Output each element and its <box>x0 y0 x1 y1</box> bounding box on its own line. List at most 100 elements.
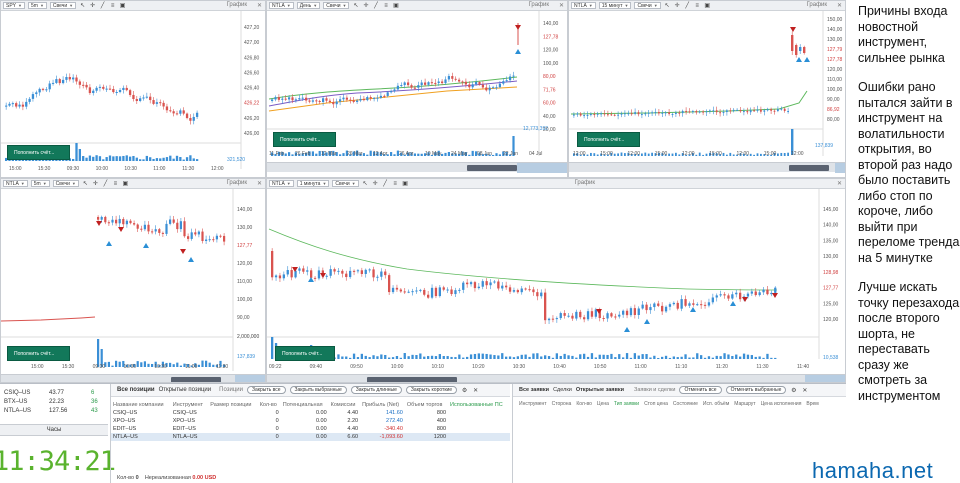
col-header[interactable]: Врем <box>806 401 819 407</box>
col-header[interactable]: Стоп цена <box>644 401 668 407</box>
symbol-field[interactable]: NTLA ▼ <box>269 2 294 9</box>
interval-select[interactable]: 5m ▼ <box>27 2 47 9</box>
interval-select[interactable]: 5m ▼ <box>30 180 50 187</box>
watchlist-row[interactable]: BTX–US 22.23 36 <box>0 397 108 406</box>
symbol-field[interactable]: SPY ▼ <box>3 2 25 9</box>
deposit-button[interactable]: Пополнить счёт... <box>7 346 70 361</box>
chart-style-select[interactable]: Свечи ▼ <box>634 2 661 9</box>
line-tool-icon[interactable]: ╱ <box>685 3 689 9</box>
fib-tool-icon[interactable]: ≡ <box>393 180 397 187</box>
time-scrollbar[interactable] <box>267 162 567 173</box>
watchlist-row[interactable]: CSIQ–US 43.77 6 <box>0 388 108 397</box>
cancel-all-button[interactable]: Отменить все <box>679 386 722 394</box>
close-icon[interactable]: ✕ <box>256 3 262 9</box>
line-tool-icon[interactable]: ╱ <box>100 3 105 9</box>
table-row[interactable]: NTLA–US NTLA–US 0 0.00 6.60 -1,093.60 1200 <box>111 433 510 441</box>
crosshair-icon[interactable]: ✛ <box>92 181 98 187</box>
chart-style-select[interactable]: Свечи ▼ <box>323 2 350 9</box>
col-header[interactable]: Прибыль (Net) <box>362 402 400 408</box>
close-icon[interactable]: ✕ <box>558 3 564 9</box>
pointer-icon[interactable]: ↖ <box>362 181 368 187</box>
pointer-icon[interactable]: ↖ <box>80 3 86 9</box>
time-scrollbar[interactable] <box>267 374 845 382</box>
fib-tool-icon[interactable]: ≡ <box>110 2 115 9</box>
scroll-thumb[interactable] <box>789 165 829 171</box>
table-row[interactable]: XPO–US XPO–US 0 0.00 2.20 272.40 400 <box>111 417 510 425</box>
tab-open-orders[interactable]: Открытые заявки <box>575 387 625 393</box>
col-header[interactable]: Размер позиции <box>210 402 252 408</box>
col-header[interactable]: Объем торгов <box>406 402 443 408</box>
time-scrollbar[interactable] <box>1 374 265 382</box>
scroll-thumb[interactable] <box>367 377 457 382</box>
settings-icon[interactable]: ▣ <box>122 181 129 187</box>
col-header[interactable]: Тип заявки <box>613 401 640 407</box>
settings-icon[interactable]: ▣ <box>704 3 710 9</box>
time-scrollbar[interactable] <box>569 162 845 173</box>
col-header[interactable]: Состояние <box>672 401 698 407</box>
fib-tool-icon[interactable]: ≡ <box>113 180 118 187</box>
line-tool-icon[interactable]: ╱ <box>103 181 108 187</box>
table-row[interactable]: EDIT–US EDIT–US 0 0.00 4.40 -340.40 800 <box>111 425 510 433</box>
scroll-thumb[interactable] <box>171 377 221 382</box>
col-header[interactable]: Кол-во <box>259 402 277 408</box>
crosshair-icon[interactable]: ✛ <box>90 3 96 9</box>
col-header[interactable]: Название компании <box>113 402 164 408</box>
settings-icon[interactable]: ⚙ <box>461 387 468 394</box>
pointer-icon[interactable]: ↖ <box>353 3 359 9</box>
col-header[interactable]: Цена <box>596 401 609 407</box>
interval-select[interactable]: 15 минут ▼ <box>598 2 632 9</box>
deposit-button[interactable]: Пополнить счёт... <box>7 145 70 160</box>
interval-select[interactable]: 1 минута ▼ <box>296 180 330 187</box>
pointer-icon[interactable]: ↖ <box>664 3 670 9</box>
close-short-button[interactable]: Закрыть короткие <box>405 386 458 394</box>
crosshair-icon[interactable]: ✛ <box>372 181 378 187</box>
interval-select[interactable]: День ▼ <box>296 2 321 9</box>
close-selected-button[interactable]: Закрыть выбранные <box>289 386 347 394</box>
close-icon[interactable]: ✕ <box>802 387 808 394</box>
table-row[interactable]: CSIQ–US CSIQ–US 0 0.00 4.40 141.60 800 <box>111 409 510 417</box>
fib-tool-icon[interactable]: ≡ <box>695 2 699 9</box>
chart-style-select[interactable]: Свечи ▼ <box>49 2 77 9</box>
col-header[interactable]: Инструмент <box>172 402 204 408</box>
tab-all-positions[interactable]: Все позиции <box>117 387 155 393</box>
scroll-thumb[interactable] <box>467 165 517 171</box>
crosshair-icon[interactable]: ✛ <box>363 3 369 9</box>
col-header[interactable]: Кол-во <box>576 401 592 407</box>
deposit-button[interactable]: Пополнить счёт... <box>275 346 335 361</box>
candlestick-chart-ntla-day[interactable]: 140,00 127,78 120,00 100,00 80,00 71,76 60,00 4… <box>267 11 568 156</box>
symbol-field[interactable]: NTLA ▼ <box>269 180 294 187</box>
settings-icon[interactable]: ▣ <box>402 181 408 187</box>
cancel-selected-button[interactable]: Отменить выбранные <box>725 386 787 394</box>
close-icon[interactable]: ✕ <box>836 3 842 9</box>
settings-icon[interactable]: ⚙ <box>791 387 797 394</box>
line-tool-icon[interactable]: ╱ <box>383 181 387 187</box>
close-icon[interactable]: ✕ <box>473 387 479 394</box>
col-header[interactable]: Комиссии <box>330 402 356 408</box>
crosshair-icon[interactable]: ✛ <box>674 3 680 9</box>
symbol-field[interactable]: NTLA ▼ <box>571 2 596 9</box>
col-header[interactable]: Сторона <box>551 401 572 407</box>
tab-deals[interactable]: Сделки <box>553 387 572 393</box>
pointer-icon[interactable]: ↖ <box>82 181 88 187</box>
deposit-button[interactable]: Пополнить счёт... <box>577 132 640 147</box>
settings-icon[interactable]: ▣ <box>119 3 126 9</box>
col-header[interactable]: Использованные ПС <box>450 402 503 408</box>
close-icon[interactable]: ✕ <box>836 181 842 187</box>
close-long-button[interactable]: Закрыть длинные <box>350 386 402 394</box>
col-header[interactable]: Маршрут <box>734 401 756 407</box>
col-header[interactable]: Цена исполнения <box>760 401 802 407</box>
col-header[interactable]: Потенциальная <box>282 402 323 408</box>
close-all-button[interactable]: Закрыть все <box>246 386 286 394</box>
settings-icon[interactable]: ▣ <box>393 3 399 9</box>
tab-all-orders[interactable]: Все заявки <box>519 387 550 393</box>
candlestick-chart-ntla-15m[interactable]: 150,00 140,00 130,00 127,79 127,78 120,00 110,… <box>569 11 846 156</box>
close-icon[interactable]: ✕ <box>256 181 262 187</box>
line-tool-icon[interactable]: ╱ <box>374 3 378 9</box>
fib-tool-icon[interactable]: ≡ <box>384 2 388 9</box>
tab-open-positions[interactable]: Открытые позиции <box>158 387 212 393</box>
candlestick-chart-ntla-1m[interactable]: 145,00 140,00 135,00 130,00 128,98 127,77 125,… <box>267 189 846 359</box>
candlestick-chart-ntla-5m[interactable]: 140,00 130,00 127,77 120,00 110,00 100,00 90,0… <box>1 189 266 371</box>
symbol-field[interactable]: NTLA ▼ <box>3 180 28 187</box>
chart-style-select[interactable]: Свечи ▼ <box>52 180 79 187</box>
deposit-button[interactable]: Пополнить счёт... <box>273 132 336 147</box>
